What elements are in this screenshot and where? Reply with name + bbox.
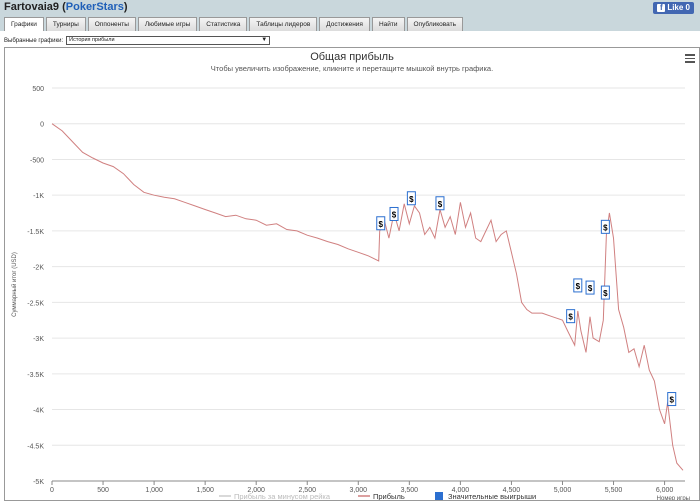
facebook-icon: f — [657, 4, 666, 12]
site-link[interactable]: PokerStars — [65, 1, 124, 13]
big-win-marker — [600, 285, 610, 300]
x-axis-label: Номер игры — [657, 496, 690, 500]
y-tick-label: 0 — [40, 122, 44, 129]
legend-item-label: Значительные выигрыши — [448, 492, 536, 500]
tab-graphs[interactable]: Графики — [4, 17, 44, 31]
x-tick-label: 1,500 — [196, 487, 214, 494]
tab-search[interactable]: Найти — [371, 17, 405, 31]
tab-favorite-games[interactable]: Любимые игры — [137, 17, 198, 31]
big-win-marker — [566, 309, 576, 324]
y-tick-label: -4K — [33, 408, 44, 415]
profit-chart[interactable]: Общая прибыль Чтобы увеличить изображени… — [4, 47, 700, 501]
x-tick-label: 3,000 — [350, 487, 368, 494]
main-panel: Выбранные графики: История прибыли ▼ Общ… — [0, 31, 700, 501]
y-tick-label: -2K — [33, 265, 44, 272]
big-win-marker-label: $ — [392, 210, 397, 219]
x-tick-label: 0 — [50, 487, 54, 494]
x-tick-label: 2,000 — [247, 487, 265, 494]
y-tick-label: -4.5K — [27, 443, 44, 450]
big-win-marker — [585, 280, 595, 295]
tab-publish[interactable]: Опубликовать — [406, 17, 464, 31]
big-win-marker-label: $ — [603, 223, 608, 232]
header-bar: Fartovaia9 (PokerStars) f Like 0 — [0, 0, 700, 16]
tab-achievements[interactable]: Достижения — [319, 17, 370, 31]
y-tick-label: -1K — [33, 193, 44, 200]
big-win-marker-label: $ — [588, 284, 593, 293]
x-tick-label: 3,500 — [401, 487, 419, 494]
legend-item-label: Прибыль за минусом рейка — [234, 492, 331, 500]
big-win-marker-label: $ — [409, 195, 414, 204]
legend-item-label: Прибыль — [373, 492, 405, 500]
chart-title: Общая прибыль — [310, 51, 394, 63]
x-tick-label: 1,000 — [145, 487, 163, 494]
player-name: Fartovaia9 — [4, 1, 60, 13]
y-tick-label: -1.5K — [27, 229, 44, 236]
big-win-marker-label: $ — [379, 220, 384, 229]
profit-series-line — [51, 123, 684, 471]
big-win-marker — [573, 278, 583, 293]
legend-swatch — [435, 492, 443, 500]
big-win-marker-label: $ — [576, 282, 581, 291]
big-win-marker-label: $ — [568, 313, 573, 322]
tab-leaderboards[interactable]: Таблицы лидеров — [249, 17, 318, 31]
graph-selector-row: Выбранные графики: История прибыли ▼ — [4, 36, 271, 45]
graph-select-value: История прибыли — [69, 37, 115, 43]
y-axis-label: Суммарный итог (USD) — [11, 252, 18, 317]
graph-selector-label: Выбранные графики: — [4, 37, 64, 44]
tab-statistics[interactable]: Статистика — [199, 17, 248, 31]
facebook-like-button[interactable]: f Like 0 — [653, 2, 694, 14]
y-tick-label: -3K — [33, 336, 44, 343]
dropdown-arrow-icon: ▼ — [261, 37, 268, 43]
big-win-marker-label: $ — [670, 396, 675, 405]
x-tick-label: 5,500 — [605, 487, 623, 494]
y-tick-label: -2.5K — [27, 300, 44, 307]
x-tick-label: 4,500 — [503, 487, 521, 494]
page-title: Fartovaia9 (PokerStars) — [4, 1, 128, 13]
like-label: Like 0 — [667, 3, 690, 12]
big-win-marker — [376, 216, 386, 231]
tab-opponents[interactable]: Оппоненты — [87, 17, 136, 31]
tab-bar: Графики Турниры Оппоненты Любимые игры С… — [4, 17, 464, 31]
y-tick-label: -3.5K — [27, 372, 44, 379]
big-win-marker — [667, 392, 677, 407]
x-tick-label: 4,000 — [452, 487, 470, 494]
chart-menu-icon[interactable] — [685, 54, 695, 65]
y-tick-label: -500 — [30, 157, 44, 164]
graph-select[interactable]: История прибыли ▼ — [66, 36, 271, 45]
y-tick-label: 500 — [32, 86, 44, 93]
tab-tournaments[interactable]: Турниры — [45, 17, 86, 31]
x-tick-label: 500 — [97, 487, 109, 494]
big-win-marker — [600, 219, 610, 234]
big-win-marker — [435, 196, 445, 211]
x-tick-label: 2,500 — [298, 487, 316, 494]
big-win-marker — [406, 191, 416, 206]
big-win-marker-label: $ — [603, 289, 608, 298]
chart-subtitle: Чтобы увеличить изображение, кликните и … — [210, 64, 494, 73]
x-tick-label: 5,000 — [554, 487, 572, 494]
chart-plot: 500 0 -500 -1K -1.5K -2K -2.5K -3K -3.5K -4K -4.5K… — [11, 86, 690, 500]
y-tick-label: -5K — [33, 479, 44, 486]
x-tick-label: 6,000 — [656, 487, 674, 494]
big-win-marker — [389, 206, 399, 221]
big-win-marker-label: $ — [438, 200, 443, 209]
